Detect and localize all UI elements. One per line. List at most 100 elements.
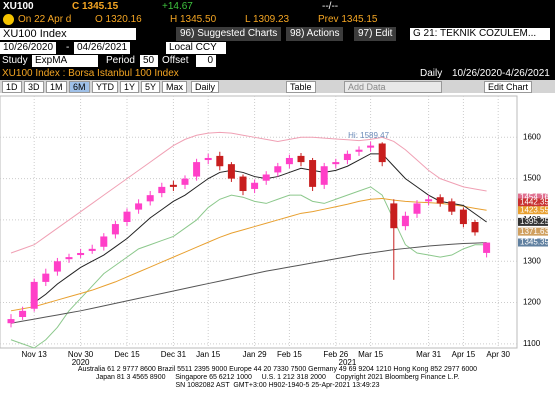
quote-date: On 22 Apr d	[18, 14, 72, 25]
plot-area	[0, 95, 518, 349]
candle-body	[216, 155, 224, 167]
footer-line: SN 1082082 AST GMT+3:00 H902-1940-5 25-A…	[175, 382, 380, 389]
period[interactable]: 50	[140, 55, 158, 67]
study-name[interactable]: ExpMA	[32, 55, 98, 67]
icon	[3, 14, 14, 25]
last-value-label: 1454.16	[520, 193, 549, 202]
candle-body	[297, 155, 305, 163]
period-button[interactable]: 1Y	[120, 81, 140, 93]
candle-body	[378, 143, 386, 163]
period-button[interactable]: 1M	[46, 81, 67, 93]
currency[interactable]: Local CCY	[166, 42, 226, 54]
ticker: XU100	[3, 1, 34, 12]
candle-body	[227, 164, 235, 179]
x-tick-label: Jan 29	[243, 350, 268, 359]
x-tick-label: Apr 30	[486, 350, 510, 359]
period-button[interactable]: 6M	[69, 81, 90, 93]
candle-body	[53, 261, 61, 272]
last-value-label: 1345.35	[520, 238, 549, 247]
candle-body	[19, 310, 27, 318]
menu-button[interactable]: 97) Edit	[354, 27, 397, 41]
period-button[interactable]: YTD	[92, 81, 118, 93]
y-tick-label: 1300	[523, 256, 541, 265]
candle-body	[146, 195, 154, 202]
end-date[interactable]: 04/26/2021	[74, 42, 131, 54]
candle-body	[390, 203, 398, 229]
x-tick-label: Jan 15	[196, 350, 221, 359]
last-value-label: 1395.25	[520, 217, 549, 226]
menu-button[interactable]: 98) Actions	[286, 27, 344, 41]
indicator-line	[10, 242, 487, 324]
last-value-box	[518, 238, 548, 247]
offset-label: Offset	[162, 55, 189, 66]
candle-body	[204, 157, 212, 161]
candle-body	[30, 281, 38, 309]
interval-select[interactable]: Daily	[191, 81, 220, 93]
date-range: 10/26/2020-4/26/2021	[452, 68, 550, 79]
candle-body	[251, 182, 259, 189]
change: +14.67	[162, 1, 193, 12]
candle-body	[459, 209, 467, 225]
period-button[interactable]: 3D	[24, 81, 44, 93]
last-value-label: 1371.63	[520, 227, 549, 236]
candle-body	[401, 215, 409, 227]
candle-body	[7, 319, 15, 324]
low: L 1309.23	[245, 14, 290, 25]
period-button[interactable]: 1D	[2, 81, 22, 93]
indicator-line	[10, 131, 487, 254]
study-label: Study	[2, 55, 28, 66]
candle-body	[193, 162, 201, 177]
candle-body	[239, 176, 247, 192]
x-tick-label: Dec 15	[114, 350, 140, 359]
last-value-box	[518, 217, 548, 226]
y-tick-label: 1200	[523, 298, 541, 307]
y-tick-label: 1500	[523, 174, 541, 183]
x-tick-label: Feb 26	[323, 350, 348, 359]
period-button[interactable]: 5Y	[141, 81, 161, 93]
period-button[interactable]: Max	[162, 81, 188, 93]
candle-body	[123, 211, 131, 222]
edit-chart[interactable]: Edit Chart	[484, 81, 533, 93]
last-value-box	[518, 198, 548, 207]
candle-body	[111, 224, 119, 235]
year-label: 2020	[72, 358, 90, 367]
x-tick-label: Mar 31	[416, 350, 441, 359]
high: H 1345.50	[170, 14, 217, 25]
table-button[interactable]: Table	[286, 81, 316, 93]
add-data[interactable]: Add Data	[344, 81, 442, 93]
candle-body	[262, 174, 270, 181]
candle-body	[309, 160, 317, 187]
last-value-box	[518, 206, 548, 215]
candle-body	[285, 157, 293, 165]
candle-body	[320, 166, 328, 185]
template[interactable]: G 21: TEKNIK COZULEM...	[410, 28, 550, 40]
candle-body	[88, 248, 96, 251]
open: O 1320.16	[95, 14, 142, 25]
footer	[0, 366, 555, 400]
candle-body	[483, 242, 491, 253]
security-field[interactable]: XU100 Index	[0, 28, 136, 40]
candle-body	[77, 252, 85, 256]
start-date[interactable]: 10/26/2020	[0, 42, 57, 54]
candle-body	[343, 153, 351, 161]
candle-body	[471, 222, 479, 233]
candle-body	[367, 145, 375, 148]
candle-body	[100, 236, 108, 247]
indicator-line	[33, 153, 487, 303]
last-value-box	[518, 193, 548, 202]
candle-body	[135, 203, 143, 210]
footer-line: Australia 61 2 9777 8600 Brazil 5511 239…	[77, 366, 478, 373]
candle-body	[413, 203, 421, 214]
candle-body	[436, 197, 444, 204]
period-label: Period	[106, 55, 135, 66]
last-value-box	[518, 227, 548, 236]
candle-body	[65, 257, 73, 260]
x-tick-label: Feb 15	[277, 350, 302, 359]
subtitle: XU100 Index : Borsa Istanbul 100 Index	[2, 68, 179, 79]
x-tick-label: Apr 15	[452, 350, 476, 359]
x-tick-label: Dec 31	[161, 350, 187, 359]
menu-button[interactable]: 96) Suggested Charts	[176, 27, 282, 41]
offset[interactable]: 0	[196, 55, 216, 67]
